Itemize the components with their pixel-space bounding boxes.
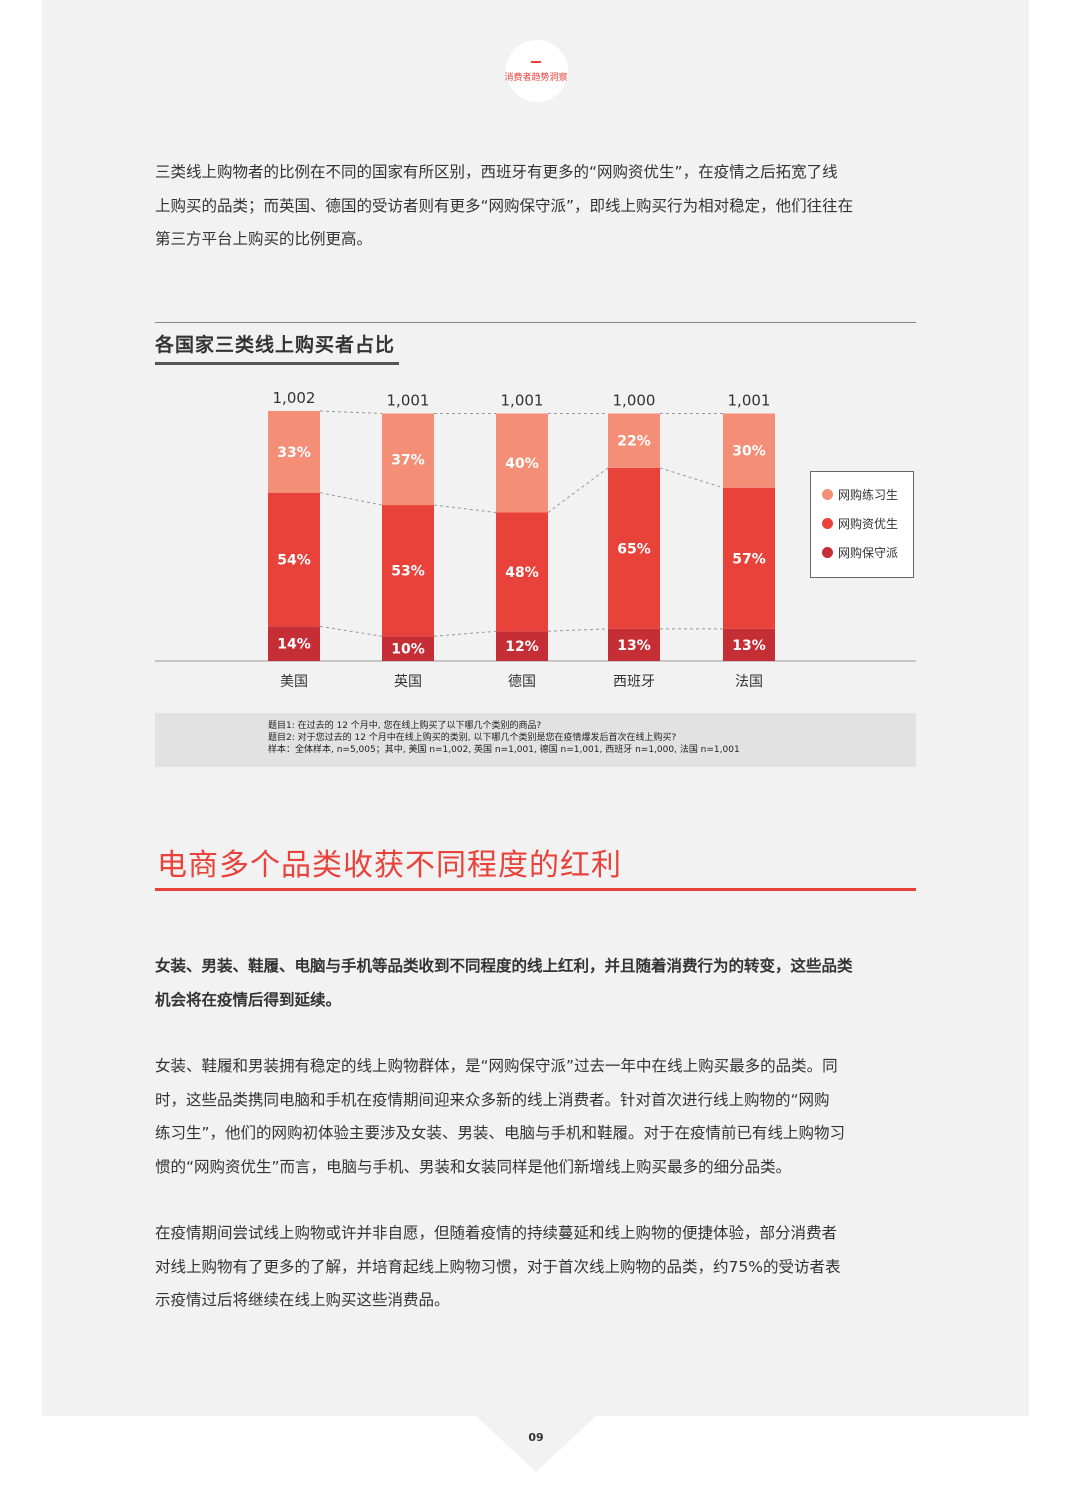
section-heading-rule — [155, 888, 916, 891]
legend-dot-practice — [822, 489, 833, 500]
lead-paragraph: 女装、男装、鞋履、电脑与手机等品类收到不同程度的线上红利，并且随着消费行为的转变… — [155, 950, 917, 1017]
chart-legend: 网购练习生 网购资优生 网购保守派 — [810, 471, 914, 578]
legend-label: 网购保守派 — [838, 546, 899, 560]
page-background — [42, 0, 1029, 1416]
category-label: 美国 — [280, 674, 308, 690]
bar-segment — [382, 413, 434, 506]
legend-item: 网购资优生 — [822, 515, 898, 532]
bar-value-label: 12% — [505, 639, 539, 655]
note-sample: 样本：全体样本, n=5,005；其中, 美国 n=1,002, 英国 n=1,… — [268, 745, 740, 755]
stacked-bar-chart: 14% 54% 33% 1,002 美国 10% 53% 37% 1,001 英国 12% 48% 40… — [155, 389, 916, 690]
bar-value-label: 13% — [617, 638, 651, 654]
chart-notes: 题目1: 在过去的 12 个月中, 您在线上购买了以下哪几个类别的商品? 题目2… — [155, 713, 916, 767]
bar-segment — [608, 628, 660, 661]
bar-segment — [723, 628, 775, 661]
section-badge — [506, 40, 568, 102]
body-line: 时，这些品类携同电脑和手机在疫情期间迎来众多新的线上消费者。针对首次进行线上购物… — [155, 1090, 830, 1109]
bar-value-label: 37% — [391, 452, 425, 468]
chart-title: 各国家三类线上购买者占比 — [155, 334, 396, 356]
category-label: 英国 — [394, 673, 422, 690]
intro-paragraph: 三类线上购物者的比例在不同的国家有所区别，西班牙有更多的“网购资优生”，在疫情之… — [155, 156, 917, 257]
bar-value-label: 33% — [277, 445, 311, 461]
body-line: 练习生”，他们的网购初体验主要涉及女装、男装、电脑与手机和鞋履。对于在疫情前已有… — [155, 1124, 846, 1142]
series-connector-line — [433, 504, 497, 513]
bar-segment — [382, 505, 434, 637]
bar-value-label: 30% — [732, 444, 766, 460]
bar-segment — [608, 467, 660, 629]
note-question-2: 题目2: 对于您过去的 12 个月中在线上购买的类别, 以下哪几个类别是您在疫情… — [268, 733, 677, 743]
category-label: 西班牙 — [613, 674, 655, 690]
bar-segment — [382, 636, 434, 661]
bar-segment — [268, 492, 320, 627]
bar-segment — [723, 487, 775, 629]
bar-value-label: 57% — [732, 551, 766, 567]
lead-line: 女装、男装、鞋履、电脑与手机等品类收到不同程度的线上红利，并且随着消费行为的转变… — [155, 957, 853, 975]
legend-item: 网购保守派 — [822, 544, 898, 561]
bar-value-label: 65% — [617, 541, 651, 557]
bar-value-label: 22% — [617, 434, 651, 450]
body-line: 在疫情期间尝试线上购物或许并非自愿，但随着疫情的持续蔓延和线上购物的便捷体验，部… — [155, 1224, 838, 1242]
body-line: 示疫情过后将继续在线上购买这些消费品。 — [155, 1291, 450, 1309]
sample-size-label: 1,001 — [501, 391, 544, 409]
sample-size-label: 1,001 — [387, 391, 430, 409]
series-connector-line — [319, 410, 383, 414]
sample-size-label: 1,002 — [273, 389, 316, 407]
bar-value-label: 53% — [391, 564, 425, 580]
intro-line: 三类线上购物者的比例在不同的国家有所区别，西班牙有更多的“网购资优生”，在疫情之… — [155, 163, 838, 181]
series-connector-line — [319, 625, 383, 637]
intro-line: 第三方平台上购买的比例更高。 — [155, 230, 373, 248]
bar-value-label: 54% — [277, 553, 311, 569]
series-connector-line — [319, 492, 383, 506]
body-line: 惯的“网购资优生”而言，电脑与手机、男装和女装同样是他们新增线上购买最多的细分品… — [155, 1157, 792, 1176]
bar-value-label: 13% — [732, 638, 766, 654]
bar-segment — [496, 631, 548, 661]
intro-line: 上购买的品类；而英国、德国的受访者则有更多“网购保守派”，即线上购买行为相对稳定… — [155, 196, 854, 215]
bar-segment — [723, 413, 775, 488]
section-label: 消费者趋势洞察 — [504, 73, 568, 83]
series-connector-line — [433, 630, 497, 637]
legend-label: 网购资优生 — [838, 517, 899, 531]
bar-segment — [268, 411, 320, 493]
lead-line: 机会将在疫情后得到延续。 — [155, 990, 342, 1009]
bar-segment — [496, 413, 548, 513]
sample-size-label: 1,001 — [728, 391, 771, 409]
section-heading: 电商多个品类收获不同程度的红利 — [157, 848, 622, 883]
page-number-notch — [476, 1416, 596, 1472]
body-paragraph-1: 女装、鞋履和男装拥有稳定的线上购物群体，是“网购保守派”过去一年中在线上购买最多… — [155, 1050, 917, 1184]
section-badge-dash — [531, 61, 541, 63]
bar-value-label: 14% — [277, 637, 311, 653]
page-number: 09 — [528, 1431, 544, 1444]
category-label: 法国 — [735, 674, 763, 690]
bar-segment — [268, 626, 320, 661]
sample-size-label: 1,000 — [613, 391, 656, 409]
legend-item: 网购练习生 — [822, 486, 898, 503]
series-connector-line — [659, 467, 724, 489]
body-line: 女装、鞋履和男装拥有稳定的线上购物群体，是“网购保守派”过去一年中在线上购买最多… — [155, 1057, 838, 1075]
body-line: 对线上购物有了更多的了解，并培育起线上购物习惯，对于首次线上购物的品类，约75%… — [155, 1257, 841, 1276]
series-connector-line — [547, 628, 609, 632]
bar-segment — [496, 512, 548, 632]
body-paragraph-2: 在疫情期间尝试线上购物或许并非自愿，但随着疫情的持续蔓延和线上购物的便捷体验，部… — [155, 1217, 917, 1318]
chart-top-rule — [155, 322, 916, 323]
legend-label: 网购练习生 — [838, 488, 899, 502]
legend-dot-conservative — [822, 547, 833, 558]
note-question-1: 题目1: 在过去的 12 个月中, 您在线上购买了以下哪几个类别的商品? — [268, 721, 542, 731]
chart-title-underline — [155, 362, 399, 365]
bar-segment — [608, 413, 660, 468]
bar-value-label: 40% — [505, 456, 539, 472]
bar-value-label: 48% — [505, 565, 539, 581]
category-label: 德国 — [508, 674, 536, 690]
bar-value-label: 10% — [391, 642, 425, 658]
legend-dot-advanced — [822, 518, 833, 529]
series-connector-line — [547, 467, 609, 513]
